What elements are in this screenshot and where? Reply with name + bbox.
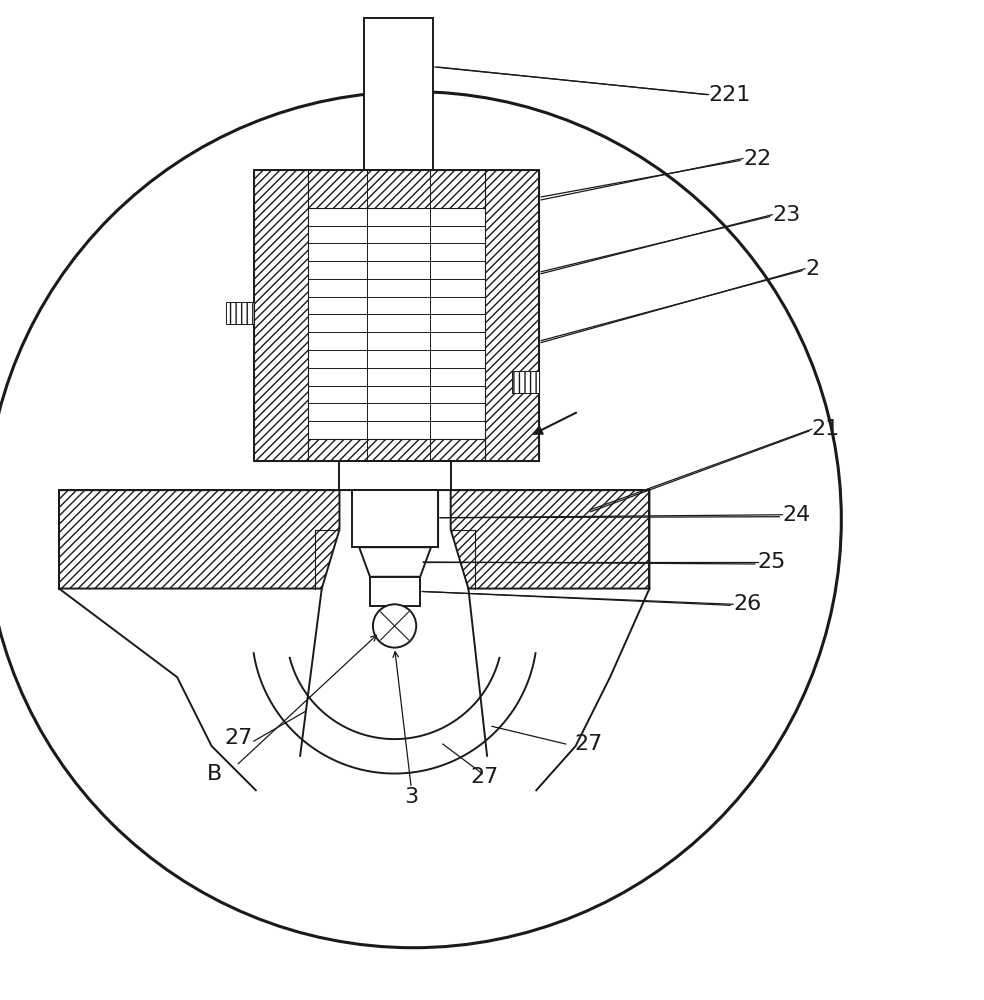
- Bar: [512, 371, 539, 393]
- Text: 27: 27: [470, 767, 498, 787]
- Polygon shape: [59, 490, 339, 589]
- Text: 23: 23: [772, 205, 801, 225]
- Text: 26: 26: [733, 594, 762, 614]
- Polygon shape: [359, 547, 431, 577]
- Text: 221: 221: [708, 85, 751, 105]
- Bar: [485, 170, 539, 461]
- Text: 25: 25: [758, 552, 786, 572]
- Text: 22: 22: [743, 149, 771, 169]
- Bar: [352, 490, 438, 547]
- Text: 24: 24: [782, 505, 811, 525]
- Text: 2: 2: [805, 259, 819, 279]
- Bar: [364, 18, 433, 170]
- Polygon shape: [451, 490, 649, 589]
- Text: 27: 27: [224, 728, 252, 748]
- Bar: [308, 439, 485, 461]
- Bar: [339, 461, 451, 490]
- Bar: [226, 302, 254, 324]
- Text: 21: 21: [812, 419, 840, 439]
- Bar: [254, 170, 308, 461]
- Circle shape: [373, 604, 416, 648]
- Bar: [254, 170, 539, 461]
- Bar: [254, 170, 539, 461]
- Text: B: B: [207, 764, 222, 784]
- Text: 3: 3: [404, 787, 418, 807]
- Text: 27: 27: [575, 734, 602, 754]
- Bar: [370, 577, 420, 606]
- Bar: [308, 170, 485, 208]
